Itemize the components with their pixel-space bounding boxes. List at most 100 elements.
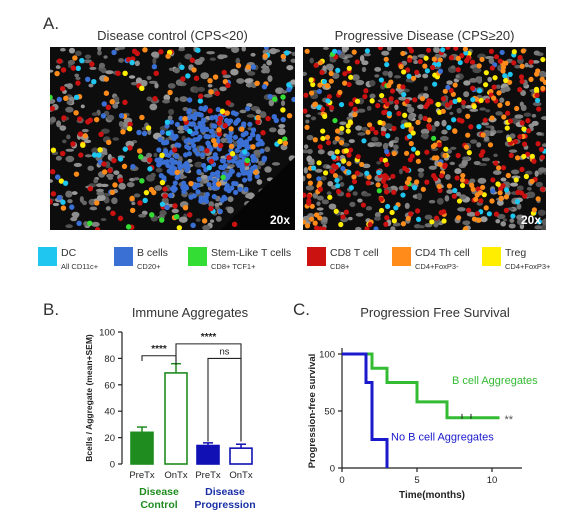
immune-cell bbox=[261, 155, 268, 162]
immune-cell bbox=[385, 133, 391, 139]
nucleus bbox=[428, 165, 437, 170]
legend-label-cd4-th-cell: CD4 Th cell bbox=[415, 247, 470, 259]
nucleus bbox=[398, 185, 405, 191]
y-tick-label: 40 bbox=[104, 407, 115, 418]
immune-cell bbox=[107, 167, 113, 174]
nucleus bbox=[388, 140, 394, 148]
immune-cell bbox=[329, 105, 335, 111]
b-cell bbox=[232, 134, 239, 140]
immune-cell bbox=[535, 141, 541, 147]
immune-cell bbox=[62, 180, 69, 186]
nucleus bbox=[449, 111, 454, 115]
immune-cell bbox=[456, 215, 462, 221]
significance-bracket bbox=[175, 343, 242, 442]
immune-cell bbox=[452, 187, 458, 194]
immune-cell bbox=[348, 74, 354, 80]
b-cell bbox=[259, 148, 265, 154]
nucleus bbox=[424, 223, 433, 228]
immune-cell bbox=[474, 210, 480, 217]
b-cell bbox=[243, 170, 249, 176]
immune-cell bbox=[265, 115, 271, 122]
immune-cell bbox=[524, 151, 531, 157]
immune-cell bbox=[326, 94, 333, 100]
immune-cell bbox=[462, 47, 469, 52]
nucleus bbox=[65, 106, 74, 113]
nucleus bbox=[200, 72, 210, 80]
immune-cell bbox=[313, 62, 319, 68]
nucleus bbox=[497, 213, 506, 220]
nucleus bbox=[376, 161, 381, 165]
nucleus bbox=[357, 108, 366, 113]
immune-cell bbox=[436, 142, 442, 148]
immune-cell bbox=[231, 221, 238, 228]
nucleus bbox=[516, 214, 525, 221]
immune-cell bbox=[380, 130, 387, 137]
immune-cell bbox=[531, 207, 537, 213]
immune-cell bbox=[362, 93, 368, 100]
immune-cell bbox=[502, 73, 508, 79]
immune-cell bbox=[343, 148, 349, 154]
immune-cell bbox=[141, 130, 148, 137]
immune-cell bbox=[311, 165, 317, 171]
immune-cell bbox=[343, 209, 349, 215]
immune-cell bbox=[286, 86, 292, 93]
nucleus bbox=[398, 168, 403, 175]
nucleus bbox=[81, 200, 88, 206]
immune-cell bbox=[384, 161, 390, 168]
immune-cell bbox=[482, 117, 488, 123]
immune-cell bbox=[448, 87, 454, 94]
immune-cell bbox=[345, 123, 351, 129]
immune-cell bbox=[228, 143, 235, 150]
immune-cell bbox=[500, 68, 506, 74]
immune-cell bbox=[480, 132, 486, 138]
b-cell bbox=[250, 132, 256, 138]
nucleus bbox=[463, 91, 470, 98]
nucleus bbox=[387, 70, 393, 78]
immune-cell bbox=[225, 100, 231, 106]
immune-cell bbox=[91, 152, 98, 158]
immune-cell bbox=[493, 54, 500, 60]
immune-cell bbox=[346, 169, 352, 175]
nucleus bbox=[481, 121, 490, 126]
immune-cell bbox=[151, 64, 158, 70]
nucleus bbox=[106, 114, 115, 121]
immune-cell bbox=[373, 226, 379, 230]
nucleus bbox=[209, 57, 216, 61]
immune-cell bbox=[365, 129, 371, 135]
y-tick-label: 0 bbox=[330, 464, 335, 475]
immune-cell bbox=[354, 98, 361, 104]
immune-cell bbox=[325, 83, 331, 89]
immune-cell bbox=[366, 174, 372, 180]
b-cell bbox=[241, 121, 247, 127]
nucleus bbox=[509, 218, 515, 223]
immune-cell bbox=[125, 224, 132, 230]
nucleus bbox=[167, 115, 173, 121]
nucleus bbox=[268, 99, 275, 107]
nucleus bbox=[264, 166, 272, 173]
nucleus bbox=[91, 112, 99, 116]
b-cell bbox=[183, 160, 190, 166]
progression-free-survival-chart: 0 50 100 0 5 10 Time(months) Progression-free s… bbox=[307, 348, 538, 501]
immune-cell bbox=[162, 186, 168, 192]
nucleus bbox=[488, 57, 495, 65]
immune-cell bbox=[531, 158, 537, 164]
nucleus bbox=[390, 226, 396, 230]
immune-cell bbox=[404, 167, 410, 173]
b-cell bbox=[177, 163, 183, 170]
immune-cell bbox=[453, 47, 459, 51]
progressive-disease-micrograph-canvas bbox=[303, 47, 546, 230]
immune-cell bbox=[481, 192, 487, 198]
immune-cell bbox=[346, 152, 352, 158]
nucleus bbox=[326, 165, 331, 169]
nucleus bbox=[420, 133, 430, 139]
nucleus bbox=[348, 139, 355, 144]
immune-cell bbox=[87, 186, 94, 192]
left-magnification: 20x bbox=[269, 213, 290, 227]
nucleus bbox=[405, 78, 411, 83]
b-cell bbox=[222, 163, 228, 169]
immune-cell bbox=[514, 199, 521, 205]
immune-cell bbox=[533, 86, 540, 92]
nucleus bbox=[218, 202, 223, 206]
immune-cell bbox=[329, 168, 335, 174]
nucleus bbox=[214, 202, 220, 207]
